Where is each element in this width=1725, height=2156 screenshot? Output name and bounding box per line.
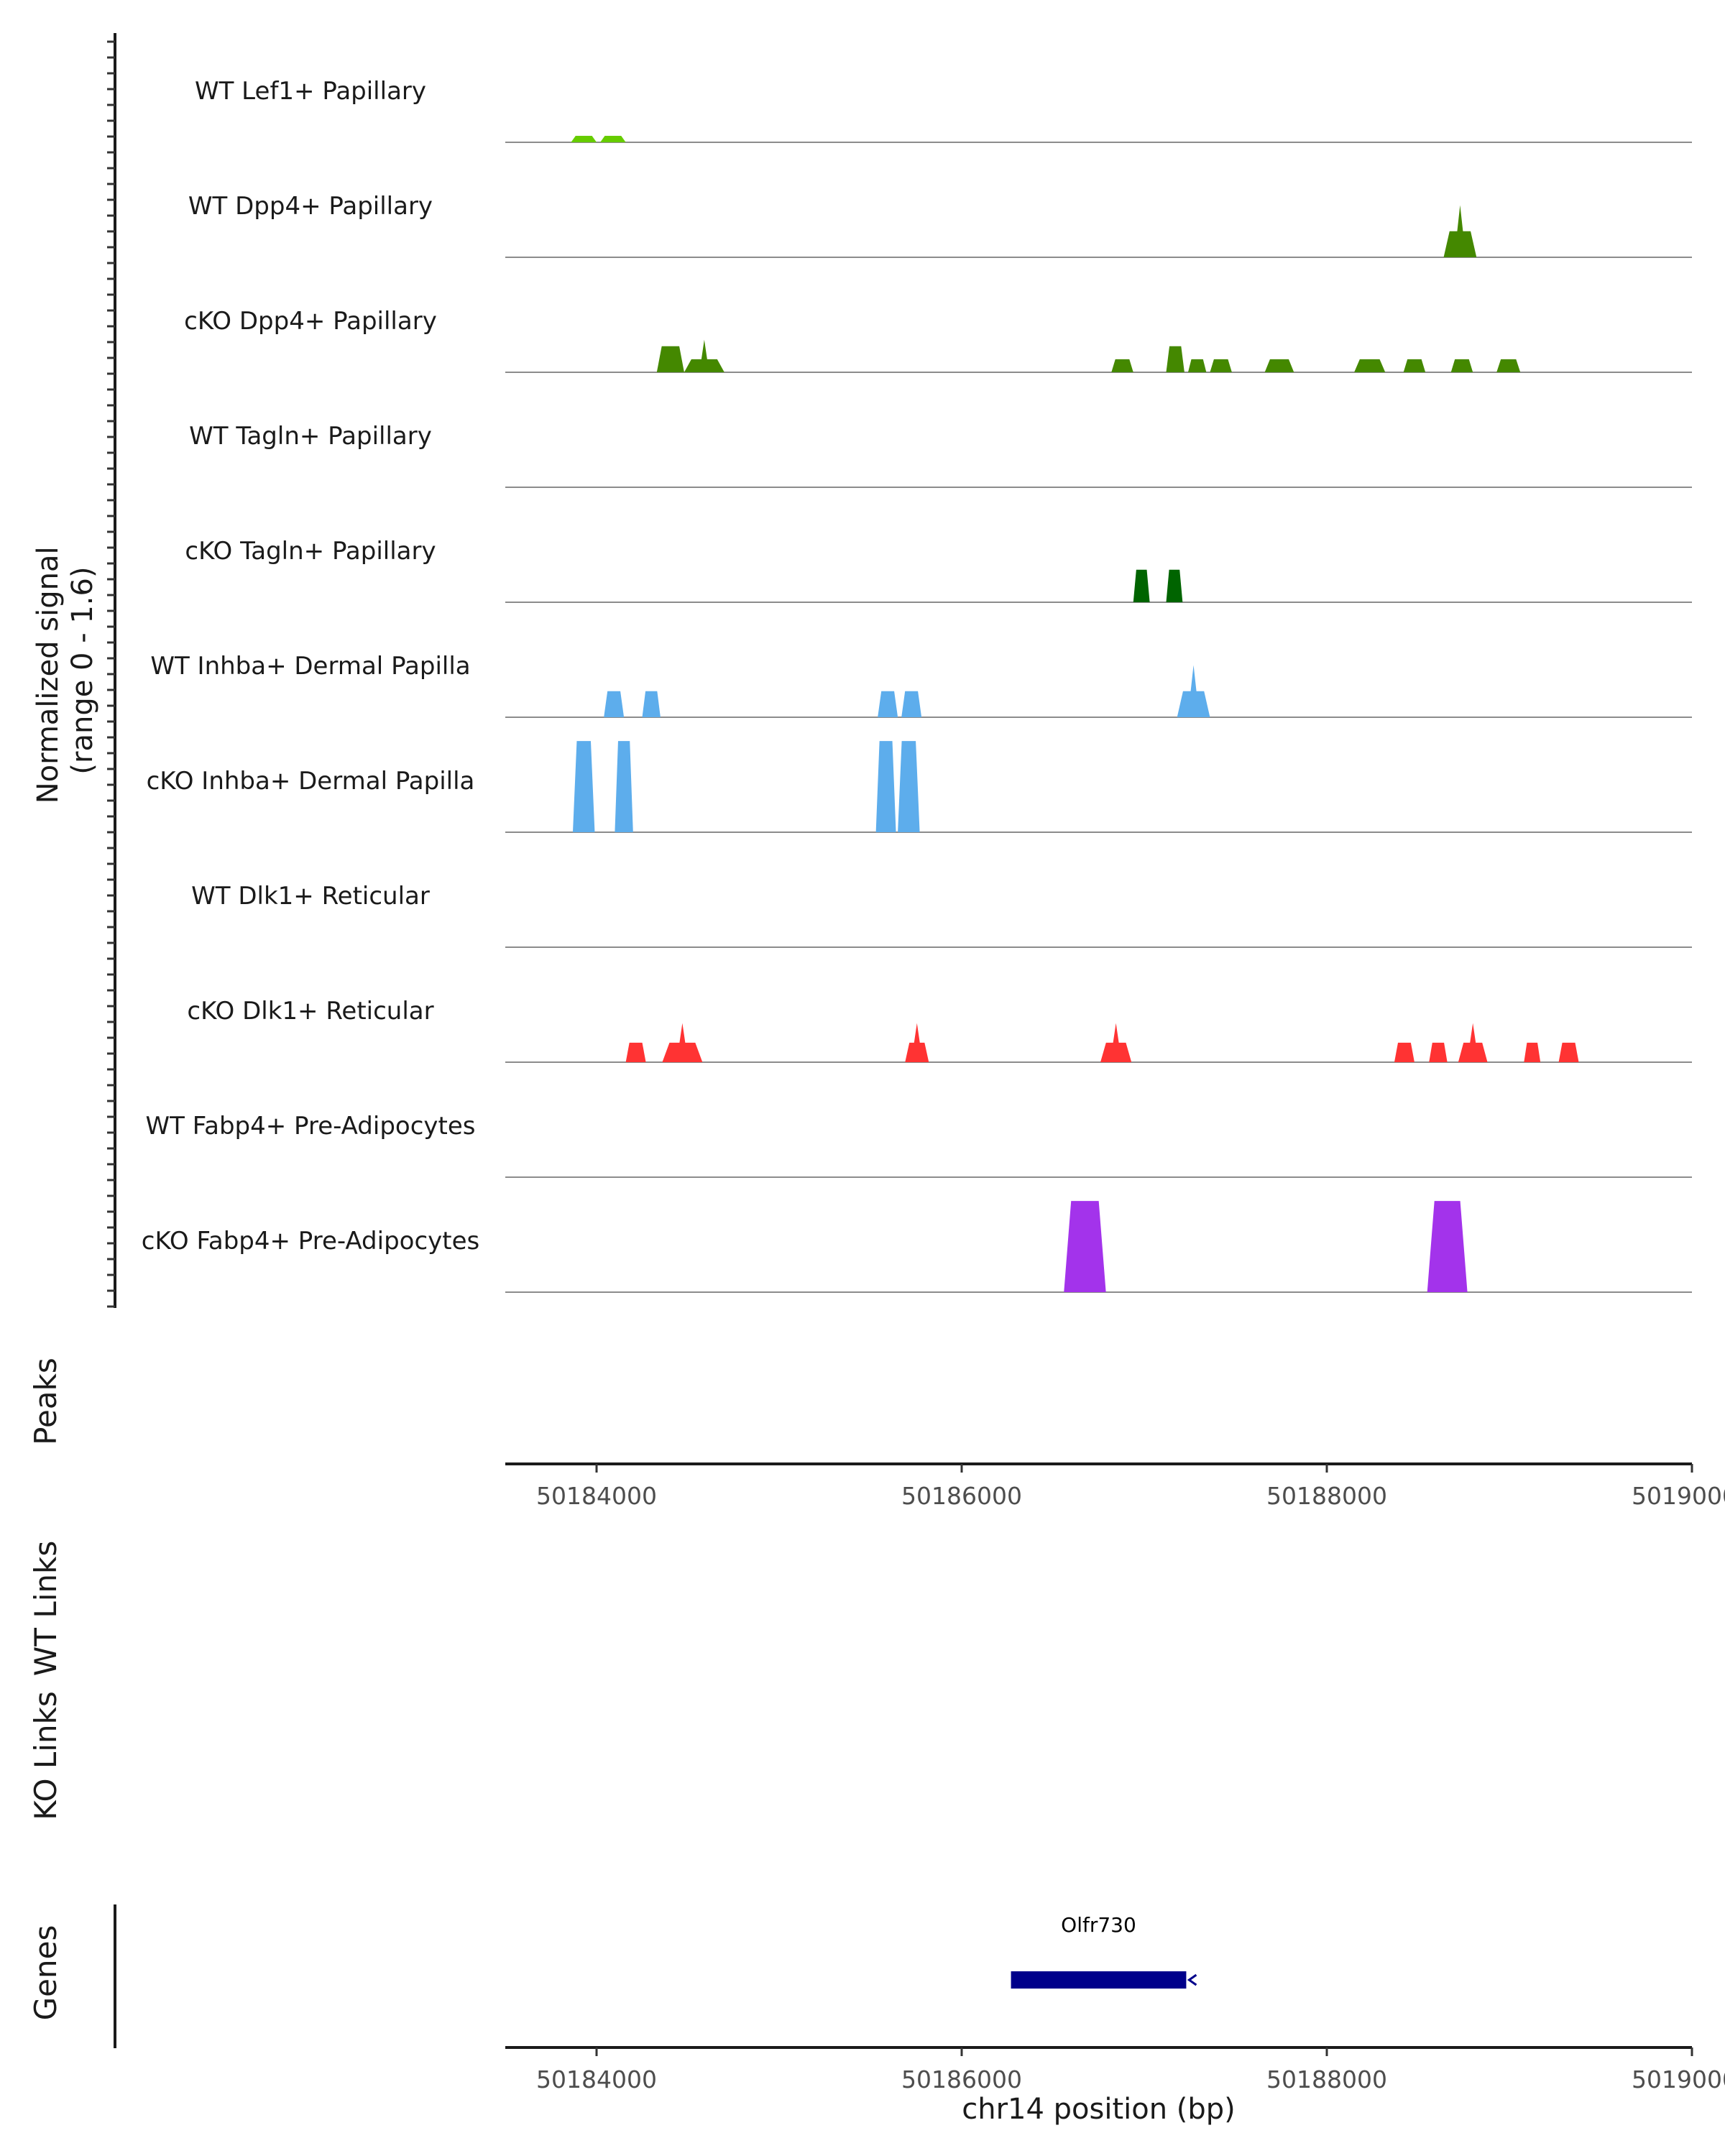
signal-peak xyxy=(625,1042,646,1062)
genes-track-label: Genes xyxy=(28,1925,63,2021)
x-tick-label: 50190000 xyxy=(1632,2065,1725,2093)
track-label: cKO Dlk1+ Reticular xyxy=(187,997,433,1026)
x-tick-label: 50188000 xyxy=(1266,1482,1387,1510)
ko-links-track-label: KO Links xyxy=(28,1691,63,1820)
track-label: cKO Inhba+ Dermal Papilla xyxy=(147,767,475,796)
x-tick-label: 50186000 xyxy=(901,2065,1022,2093)
gene-olfr730: Olfr730 xyxy=(1011,1913,1197,1989)
signal-peak xyxy=(898,741,920,832)
track-cko-fabp4-pre-adipocytes: cKO Fabp4+ Pre-Adipocytes xyxy=(142,1201,1692,1293)
track-cko-dlk1-reticular: cKO Dlk1+ Reticular xyxy=(187,997,1692,1063)
signal-peak xyxy=(604,691,625,717)
track-label: WT Fabp4+ Pre-Adipocytes xyxy=(146,1112,476,1141)
signal-peak xyxy=(1187,359,1207,372)
signal-y-axis-label-line-1: Normalized signal xyxy=(32,546,65,803)
signal-peak xyxy=(1166,346,1184,372)
signal-peak xyxy=(571,135,597,142)
signal-peak xyxy=(1064,1201,1106,1292)
track-cko-inhba-dermal-papilla: cKO Inhba+ Dermal Papilla xyxy=(147,741,1692,833)
signal-peak xyxy=(1524,1042,1541,1062)
signal-peak xyxy=(1133,569,1150,602)
gene-body xyxy=(1011,1971,1187,1989)
signal-peak xyxy=(875,741,896,832)
signal-peak xyxy=(684,339,724,372)
gene-label: Olfr730 xyxy=(1061,1913,1136,1937)
track-wt-inhba-dermal-papilla: WT Inhba+ Dermal Papilla xyxy=(150,652,1692,718)
signal-peak xyxy=(905,1023,929,1062)
signal-peak xyxy=(572,741,595,832)
signal-peak xyxy=(1100,1023,1132,1062)
track-wt-lef1-papillary: WT Lef1+ Papillary xyxy=(195,77,1692,143)
track-label: WT Tagln+ Papillary xyxy=(189,422,432,451)
x-tick-label: 50184000 xyxy=(536,2065,657,2093)
track-label: cKO Dpp4+ Papillary xyxy=(184,307,437,336)
signal-y-axis-label-line-2: (range 0 - 1.6) xyxy=(66,566,99,774)
signal-peak xyxy=(1496,359,1521,372)
signal-peak xyxy=(1443,205,1477,257)
signal-y-axis-label: Normalized signal (range 0 - 1.6) xyxy=(32,538,99,804)
track-label: WT Inhba+ Dermal Papilla xyxy=(150,652,470,681)
signal-peak xyxy=(600,135,626,142)
signal-peak xyxy=(1210,359,1232,372)
track-cko-dpp4-papillary: cKO Dpp4+ Papillary xyxy=(184,307,1692,373)
x-tick-label: 50186000 xyxy=(901,1482,1022,1510)
x-tick-label: 50190000 xyxy=(1632,1482,1725,1510)
wt-links-track-label: WT Links xyxy=(28,1541,63,1676)
signal-peak xyxy=(1429,1042,1448,1062)
signal-peak xyxy=(656,346,684,372)
signal-peak xyxy=(1264,359,1294,372)
track-label: cKO Fabp4+ Pre-Adipocytes xyxy=(142,1227,480,1256)
signal-peak xyxy=(1450,359,1473,372)
x-axis-title: chr14 position (bp) xyxy=(962,2093,1236,2126)
gene-annotation-track: Olfr730 xyxy=(1011,1913,1197,1989)
peaks-x-axis: 50184000 50186000 50188000 50190000 xyxy=(505,1462,1725,1510)
track-label: WT Lef1+ Papillary xyxy=(195,77,426,106)
signal-peak xyxy=(1166,569,1183,602)
track-wt-tagln-papillary: WT Tagln+ Papillary xyxy=(189,422,1692,488)
genes-x-axis: 50184000 50186000 50188000 50190000 xyxy=(505,2046,1725,2093)
signal-peak xyxy=(615,741,633,832)
coverage-tracks: WT Lef1+ Papillary WT Dpp4+ Papillary cKO … xyxy=(142,77,1692,1293)
track-label: cKO Tagln+ Papillary xyxy=(185,537,436,566)
track-label: WT Dpp4+ Papillary xyxy=(188,192,433,221)
signal-peak xyxy=(1458,1023,1488,1062)
x-tick-label: 50184000 xyxy=(536,1482,657,1510)
signal-peak xyxy=(1427,1201,1468,1292)
x-tick-label: 50188000 xyxy=(1266,2065,1387,2093)
signal-peak xyxy=(1394,1042,1414,1062)
track-wt-dlk1-reticular: WT Dlk1+ Reticular xyxy=(191,882,1692,948)
signal-y-axis-ticks xyxy=(107,40,115,1308)
track-wt-dpp4-papillary: WT Dpp4+ Papillary xyxy=(188,192,1692,258)
signal-peak xyxy=(1558,1042,1579,1062)
peaks-track-label: Peaks xyxy=(28,1358,63,1445)
signal-peak xyxy=(1354,359,1386,372)
track-cko-tagln-papillary: cKO Tagln+ Papillary xyxy=(185,537,1692,603)
signal-peak xyxy=(878,691,898,717)
signal-peak xyxy=(1403,359,1426,372)
track-label: WT Dlk1+ Reticular xyxy=(191,882,430,911)
strand-arrow-icon xyxy=(1187,1973,1197,1986)
signal-peak xyxy=(901,691,922,717)
signal-peak xyxy=(662,1023,703,1062)
signal-peak xyxy=(1111,359,1133,372)
signal-peak xyxy=(1177,665,1210,717)
signal-peak xyxy=(642,691,661,717)
track-wt-fabp4-pre-adipocytes: WT Fabp4+ Pre-Adipocytes xyxy=(146,1112,1692,1178)
